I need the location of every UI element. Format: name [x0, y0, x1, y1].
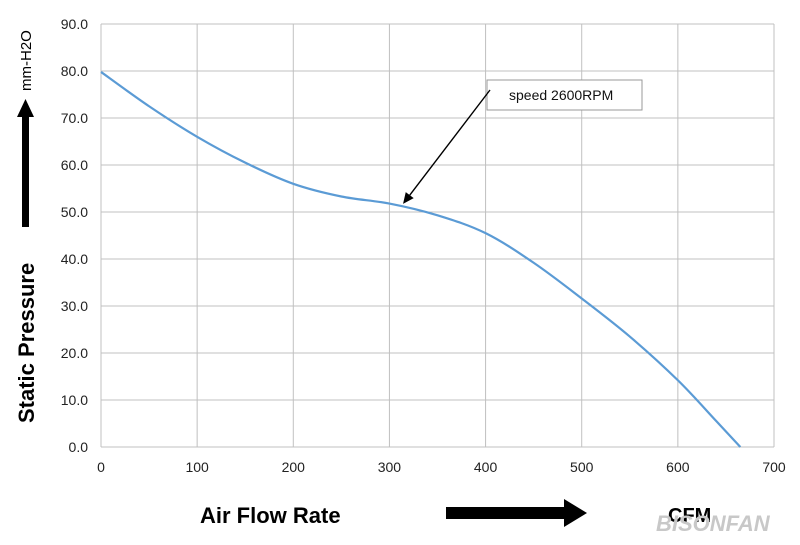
- y-tick-label: 20.0: [61, 345, 88, 361]
- y-tick-label: 0.0: [69, 439, 89, 455]
- x-tick-label: 0: [97, 459, 105, 475]
- grid: [100, 23, 775, 448]
- y-ticks: 0.0 10.0 20.0 30.0 40.0 50.0 60.0 70.0 80.0 90.0: [61, 16, 88, 455]
- x-tick-label: 400: [474, 459, 498, 475]
- x-axis-unit: CFM: [668, 505, 711, 527]
- x-tick-label: 700: [762, 459, 786, 475]
- x-tick-label: 500: [570, 459, 594, 475]
- annotation-box: [486, 79, 643, 111]
- y-tick-label: 50.0: [61, 204, 88, 220]
- x-ticks: 0 100 200 300 400 500 600 700: [97, 459, 786, 475]
- x-arrow-head: [564, 499, 587, 527]
- y-axis-unit: mm-H2O: [18, 30, 35, 91]
- annotation-text: speed 2600RPM: [509, 87, 613, 103]
- y-tick-label: 60.0: [61, 157, 88, 173]
- y-tick-label: 80.0: [61, 63, 88, 79]
- y-tick-label: 90.0: [61, 16, 88, 32]
- x-tick-label: 200: [282, 459, 306, 475]
- watermark: BISONFAN: [656, 511, 771, 536]
- x-arrow-shaft: [446, 507, 564, 519]
- annotation-arrow-head: [403, 192, 414, 204]
- y-arrow-head: [17, 99, 34, 117]
- y-tick-label: 40.0: [61, 251, 88, 267]
- y-axis-label: Static Pressure mm-H2O: [14, 30, 39, 423]
- annotation: speed 2600RPM: [403, 79, 643, 204]
- y-arrow-shaft: [22, 117, 29, 227]
- y-axis-title: Static Pressure: [14, 263, 39, 423]
- series-line: [100, 71, 742, 448]
- y-tick-label: 30.0: [61, 298, 88, 314]
- x-tick-label: 600: [666, 459, 690, 475]
- x-tick-label: 300: [378, 459, 402, 475]
- x-axis-title: Air Flow Rate: [200, 503, 341, 528]
- y-tick-label: 10.0: [61, 392, 88, 408]
- annotation-arrow-line: [409, 89, 491, 196]
- y-tick-label: 70.0: [61, 110, 88, 126]
- x-tick-label: 100: [185, 459, 209, 475]
- series-layer: [100, 71, 742, 448]
